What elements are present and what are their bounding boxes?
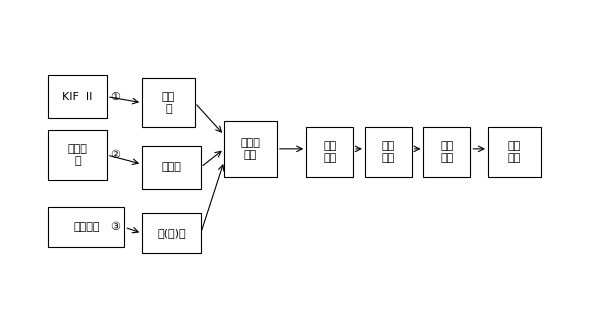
FancyBboxPatch shape <box>306 127 353 176</box>
FancyBboxPatch shape <box>488 127 541 176</box>
Text: 早期
胚胎: 早期 胚胎 <box>382 141 395 163</box>
FancyBboxPatch shape <box>142 78 195 127</box>
Text: 代孕
母羊: 代孕 母羊 <box>441 141 454 163</box>
FancyBboxPatch shape <box>224 121 277 176</box>
Text: 卵(母)细: 卵(母)细 <box>157 228 186 238</box>
Text: ③: ③ <box>111 222 121 232</box>
FancyBboxPatch shape <box>142 146 201 189</box>
Text: 转基
因绒: 转基 因绒 <box>508 141 521 163</box>
Text: KIF  II: KIF II <box>62 92 93 102</box>
Text: ②: ② <box>111 150 121 160</box>
Text: 成年母绒: 成年母绒 <box>73 222 100 232</box>
Text: 重组
细胞: 重组 细胞 <box>323 141 336 163</box>
FancyBboxPatch shape <box>142 213 201 253</box>
Text: 重组
表: 重组 表 <box>162 92 175 113</box>
Text: 导入目
的基: 导入目 的基 <box>240 138 260 160</box>
FancyBboxPatch shape <box>48 131 107 179</box>
FancyBboxPatch shape <box>48 207 124 247</box>
FancyBboxPatch shape <box>365 127 412 176</box>
Text: 成纤维: 成纤维 <box>161 162 181 172</box>
FancyBboxPatch shape <box>48 75 107 118</box>
FancyBboxPatch shape <box>423 127 471 176</box>
Text: ①: ① <box>111 92 121 102</box>
Text: 羊胎儿
皮: 羊胎儿 皮 <box>68 144 88 166</box>
